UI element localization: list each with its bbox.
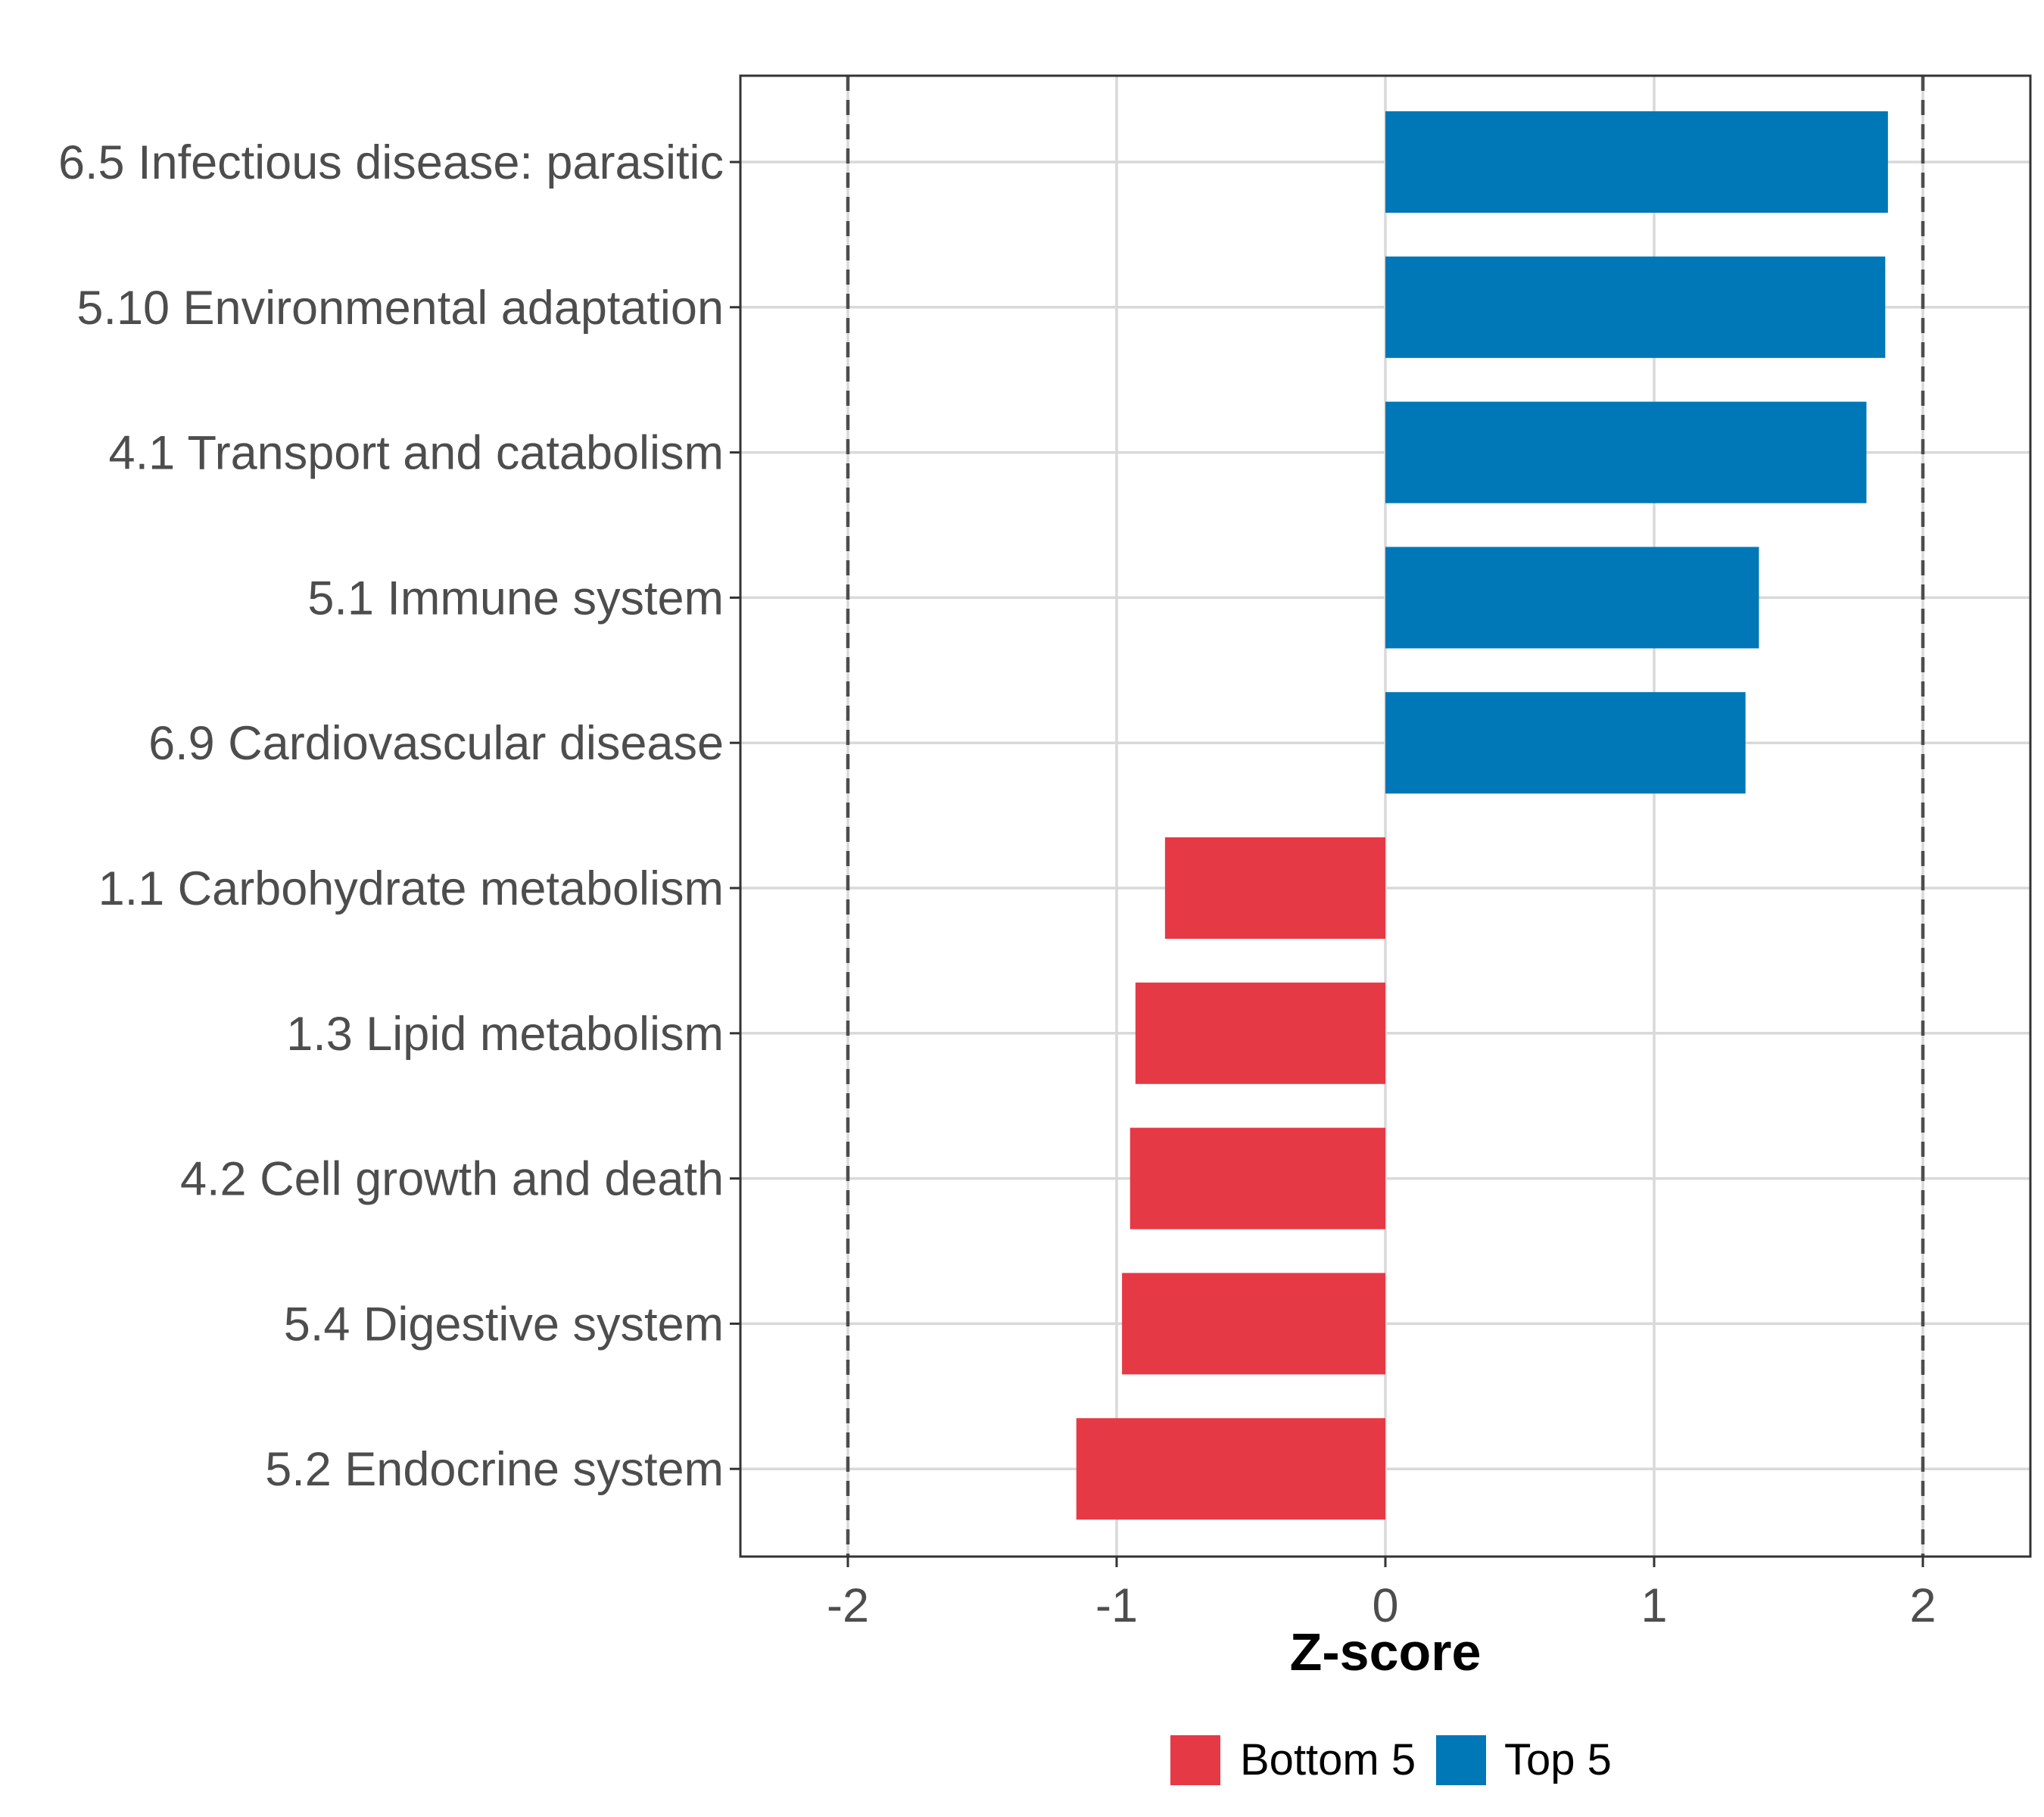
y-tick-label: 1.1 Carbohydrate metabolism	[98, 862, 724, 915]
bar	[1076, 1418, 1385, 1520]
legend-label: Bottom 5	[1240, 1735, 1416, 1784]
y-tick-label: 1.3 Lipid metabolism	[286, 1008, 724, 1061]
legend-key	[1436, 1735, 1486, 1785]
bars	[1076, 111, 1888, 1520]
y-tick-label: 5.10 Environmental adaptation	[76, 282, 724, 335]
x-axis-title: Z-score	[1290, 1622, 1482, 1681]
y-tick-label: 6.5 Infectious disease: parasitic	[58, 136, 724, 189]
legend-key	[1170, 1735, 1220, 1785]
legend-label: Top 5	[1504, 1735, 1612, 1784]
y-tick-label: 4.2 Cell growth and death	[180, 1153, 724, 1206]
y-tick-label: 5.2 Endocrine system	[265, 1443, 724, 1496]
bar	[1164, 837, 1385, 939]
bar	[1122, 1273, 1385, 1375]
x-tick-label: 2	[1909, 1579, 1936, 1632]
x-tick-label: -2	[827, 1579, 869, 1632]
y-tick-label: 4.1 Transport and catabolism	[109, 427, 724, 480]
x-tick-label: 0	[1372, 1579, 1398, 1632]
bar	[1385, 256, 1886, 358]
y-tick-label: 5.4 Digestive system	[284, 1298, 724, 1351]
reference-lines	[846, 76, 1925, 1557]
bar	[1135, 982, 1385, 1084]
legend: Bottom 5 Top 5	[1170, 1735, 1612, 1785]
x-tick-label: 1	[1640, 1579, 1667, 1632]
y-tick-label: 5.1 Immune system	[307, 572, 724, 625]
y-axis: 6.5 Infectious disease: parasitic 5.10 En…	[58, 136, 740, 1496]
bar	[1385, 692, 1746, 794]
bar	[1129, 1127, 1385, 1230]
y-tick-label: 6.9 Cardiovascular disease	[148, 717, 724, 770]
x-axis: -2 -1 0 1 2	[827, 1557, 1937, 1632]
x-tick-label: -1	[1095, 1579, 1138, 1632]
bar	[1385, 111, 1888, 213]
bar	[1385, 401, 1867, 503]
bar	[1385, 547, 1759, 649]
